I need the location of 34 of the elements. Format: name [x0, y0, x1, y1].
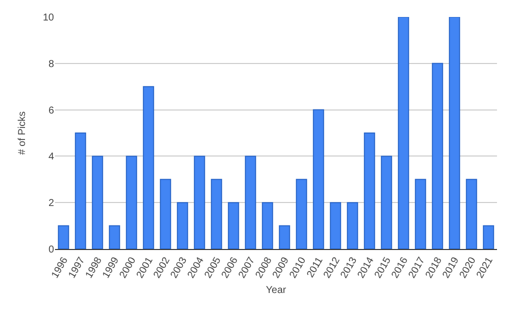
y-tick-label: 8: [48, 58, 54, 70]
bar: [346, 202, 358, 249]
bar: [414, 178, 426, 249]
y-tick-label: 2: [48, 198, 54, 210]
bar: [296, 178, 308, 249]
bar: [364, 132, 376, 249]
bar: [466, 178, 478, 249]
bar: [126, 156, 138, 249]
bar: [160, 178, 172, 249]
bar: [210, 178, 222, 249]
bar: [142, 86, 154, 249]
bar: [432, 62, 444, 249]
bar: [58, 225, 70, 249]
bar: [92, 156, 104, 249]
bar: [194, 156, 206, 249]
y-tick-label: 10: [42, 12, 54, 24]
y-tick-label: 6: [48, 105, 54, 116]
bar: [176, 202, 188, 249]
bar: [74, 132, 86, 249]
bar: [312, 109, 324, 249]
bar: [278, 225, 290, 249]
bar: [330, 202, 342, 249]
y-tick-label: 4: [48, 152, 54, 163]
bar: [482, 225, 494, 249]
bar: [244, 156, 256, 249]
bar: [228, 202, 240, 249]
bar: [448, 17, 460, 249]
y-tick-label: 0: [48, 244, 54, 256]
bar: [262, 202, 274, 249]
y-axis-title: # of Picks: [17, 111, 28, 155]
bar: [398, 17, 410, 249]
bar: [380, 156, 392, 249]
bar: [108, 225, 120, 249]
x-axis-title: Year: [266, 284, 287, 296]
